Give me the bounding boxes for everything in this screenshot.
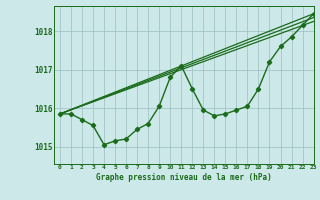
X-axis label: Graphe pression niveau de la mer (hPa): Graphe pression niveau de la mer (hPa) xyxy=(96,173,272,182)
